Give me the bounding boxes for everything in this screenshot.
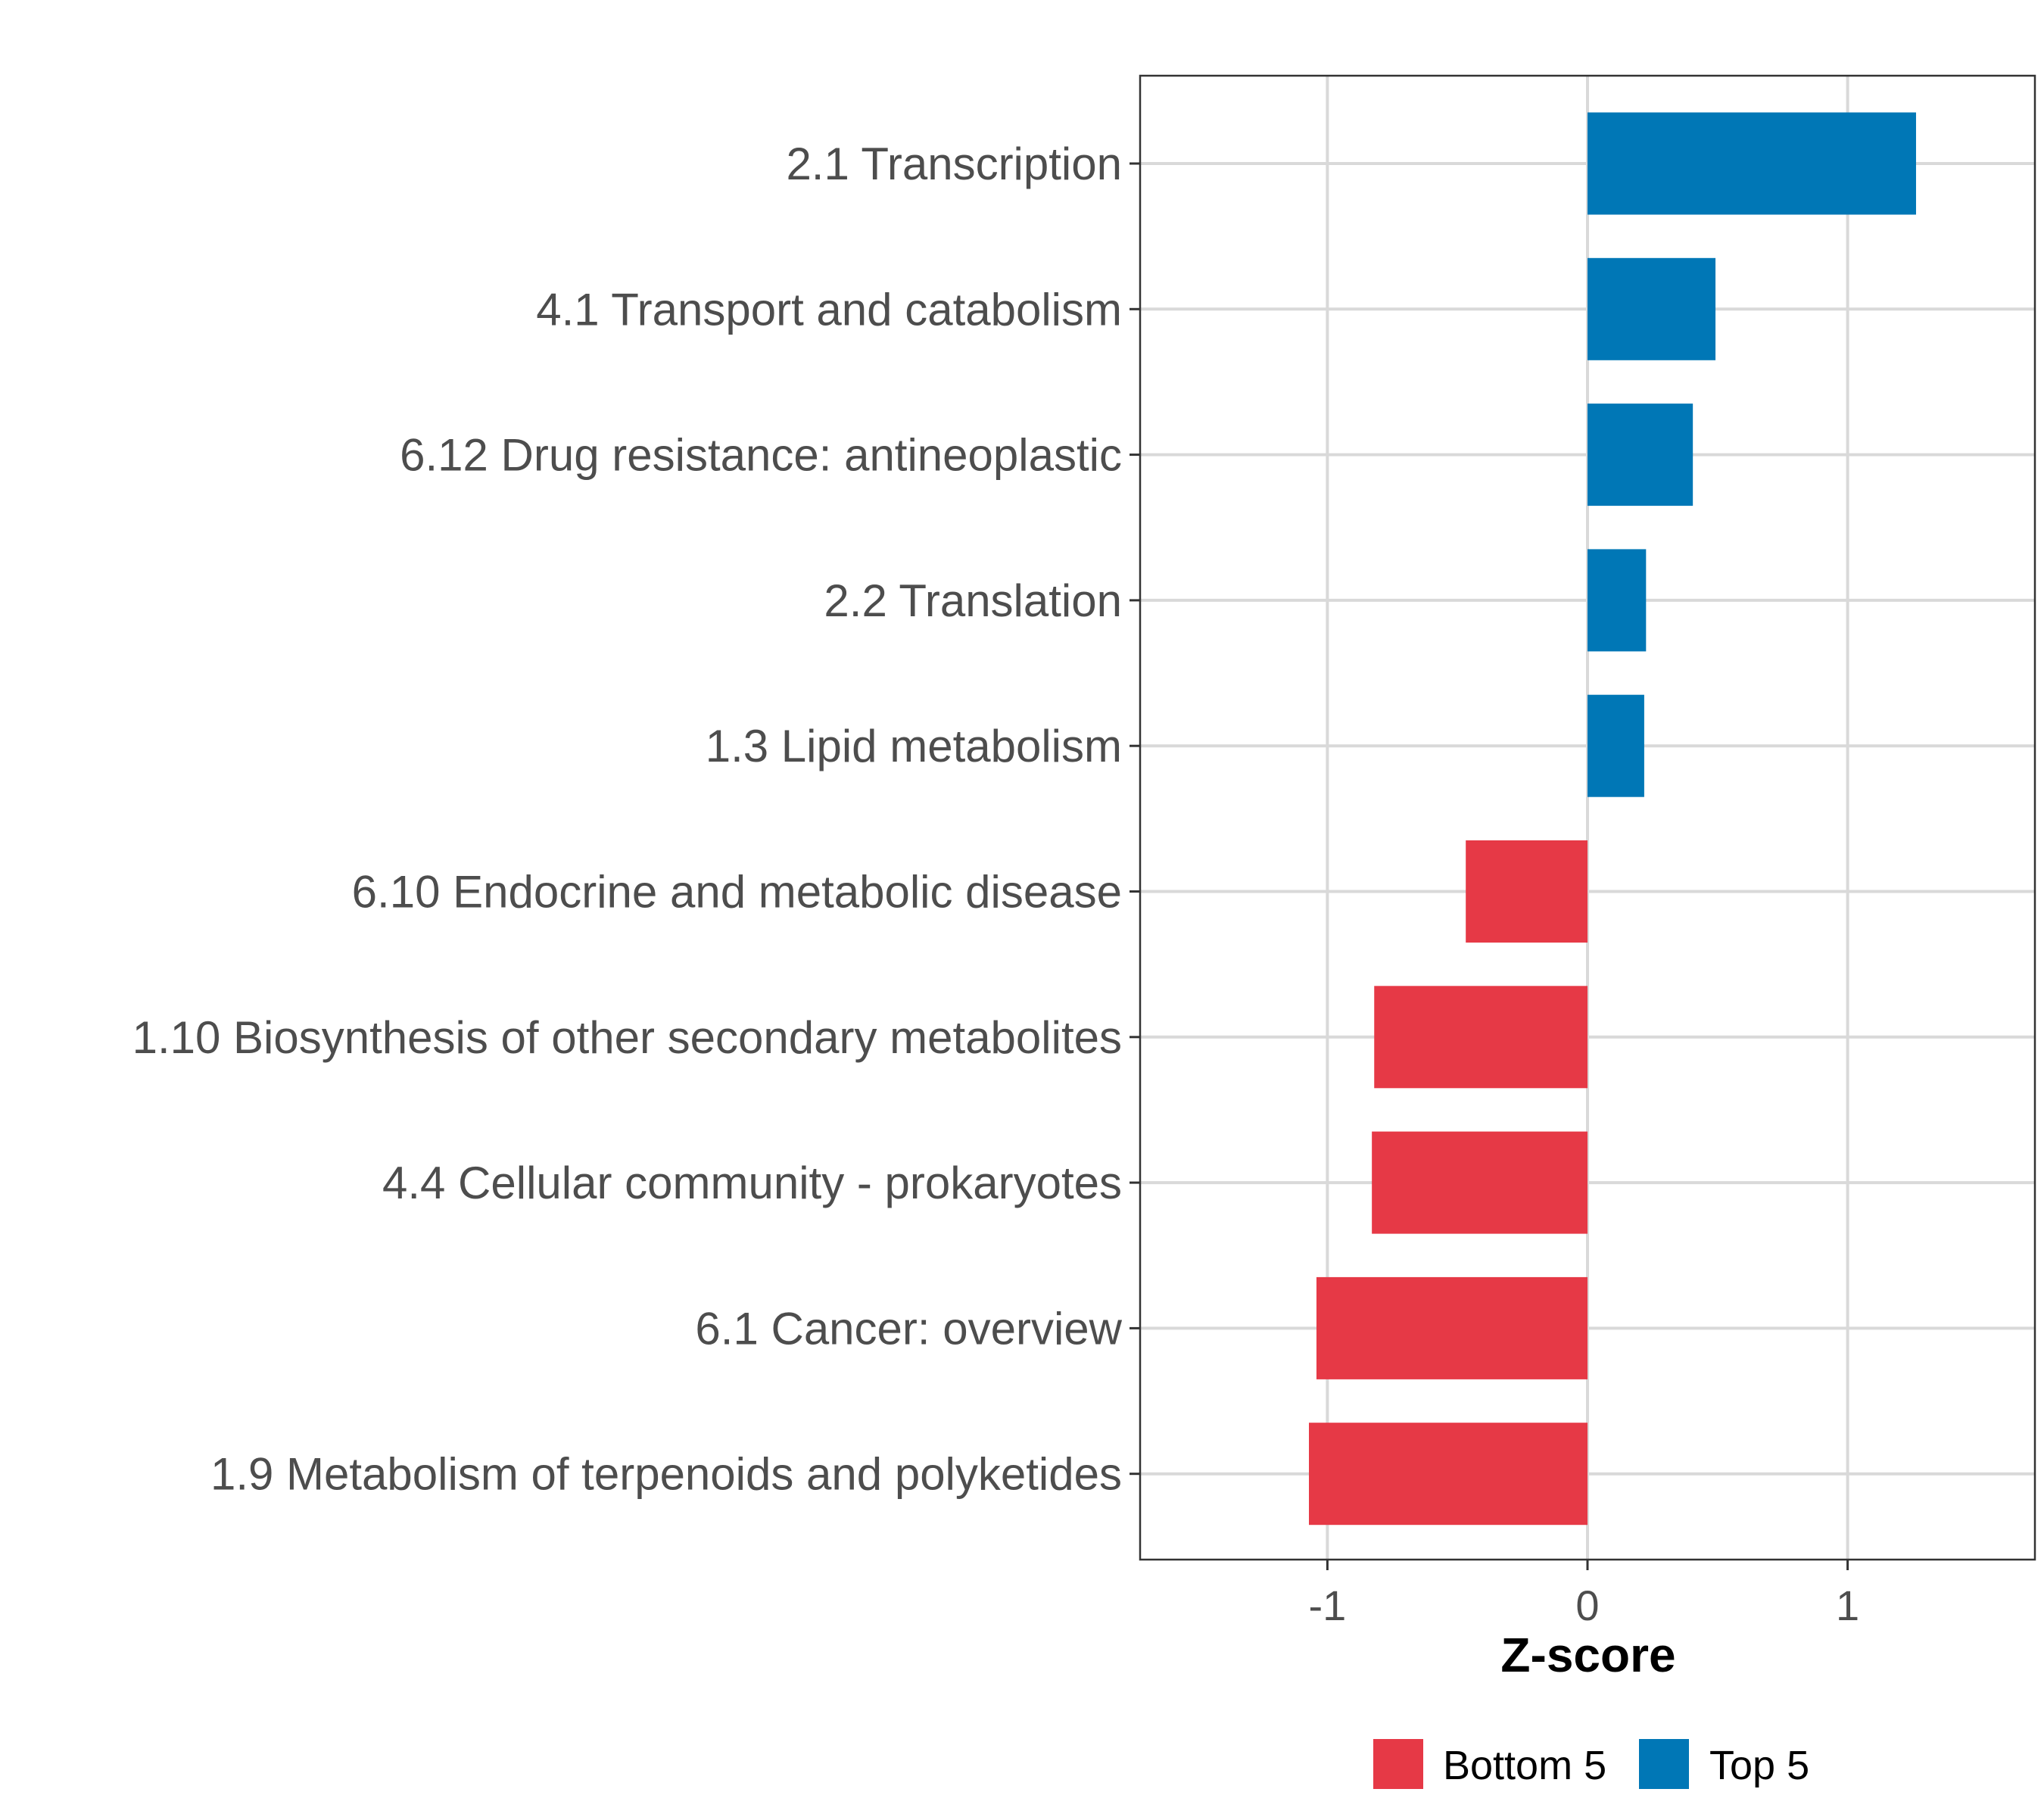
bar (1374, 986, 1588, 1089)
legend: Bottom 5 Top 5 (1373, 1739, 1809, 1789)
y-tick-label: 2.2 Translation (824, 575, 1122, 626)
bar (1588, 404, 1693, 506)
legend-label-top5: Top 5 (1709, 1743, 1809, 1788)
bar (1588, 694, 1644, 797)
legend-label-bottom5: Bottom 5 (1443, 1743, 1606, 1788)
bar (1588, 257, 1716, 360)
bar (1316, 1276, 1588, 1379)
y-axis-labels: 2.1 Transcription 4.1 Transport and catab… (132, 139, 1140, 1500)
bar (1466, 840, 1588, 943)
y-tick-label: 2.1 Transcription (786, 139, 1122, 189)
y-tick-label: 4.4 Cellular community - prokaryotes (382, 1158, 1122, 1208)
bar (1588, 549, 1647, 652)
x-axis-title: Z-score (1500, 1628, 1675, 1682)
legend-swatch-bottom5 (1373, 1739, 1423, 1789)
bars (1308, 112, 1916, 1526)
bar (1372, 1131, 1588, 1234)
x-tick-label: 1 (1836, 1582, 1859, 1629)
y-tick-label: 6.10 Endocrine and metabolic disease (352, 867, 1122, 918)
x-tick-label: 0 (1575, 1582, 1599, 1629)
bar (1588, 112, 1916, 215)
y-tick-label: 4.1 Transport and catabolism (536, 284, 1122, 335)
y-tick-label: 1.10 Biosynthesis of other secondary met… (132, 1012, 1122, 1063)
y-tick-label: 1.3 Lipid metabolism (706, 721, 1122, 771)
bar (1308, 1423, 1588, 1526)
legend-swatch-top5 (1639, 1739, 1689, 1789)
y-tick-label: 1.9 Metabolism of terpenoids and polyket… (210, 1449, 1122, 1500)
x-axis-ticks: -1 0 1 (1308, 1560, 1859, 1629)
x-tick-label: -1 (1308, 1582, 1346, 1629)
y-tick-label: 6.12 Drug resistance: antineoplastic (400, 430, 1122, 481)
y-tick-label: 6.1 Cancer: overview (695, 1303, 1122, 1354)
